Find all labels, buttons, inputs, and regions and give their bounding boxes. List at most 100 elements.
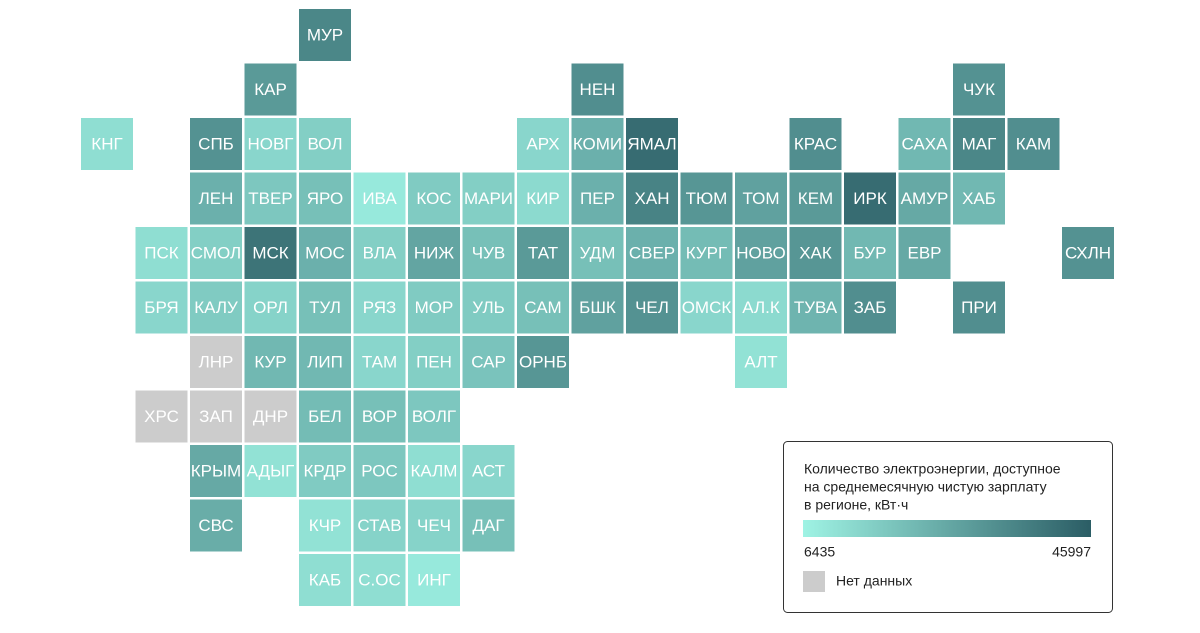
region-tile — [244, 172, 297, 225]
region-tile — [462, 445, 515, 497]
region-tile — [953, 118, 1005, 170]
region-label: ХАК — [799, 243, 832, 262]
region-label: ВЛА — [363, 243, 397, 262]
region-tile — [462, 336, 515, 388]
scale-min: 6435 — [804, 544, 835, 560]
region-tile — [789, 118, 842, 170]
region-tile — [844, 172, 896, 225]
region-tile — [244, 63, 297, 116]
region-label: НОВГ — [247, 134, 293, 153]
region-tile — [244, 118, 297, 170]
region-tile — [571, 118, 624, 170]
legend-title: в регионе, кВт·ч — [804, 497, 908, 513]
region-label: КАБ — [309, 570, 341, 589]
legend-title: Количество электроэнергии, доступное — [804, 461, 1061, 477]
region-label: АРХ — [526, 134, 559, 153]
region-tile — [517, 118, 569, 170]
region-tile — [299, 9, 351, 61]
region-label: МАГ — [962, 134, 997, 153]
region-label: КЕМ — [798, 189, 833, 208]
region-tile — [299, 554, 351, 606]
region-label: ЗАП — [199, 407, 233, 426]
color-scale — [803, 520, 1091, 537]
region-tile — [571, 63, 624, 116]
region-tile — [408, 227, 460, 279]
region-tile — [244, 390, 297, 443]
region-label: НЕН — [580, 80, 616, 99]
region-tile — [190, 172, 242, 225]
region-label: ИНГ — [417, 570, 451, 589]
region-tile — [517, 336, 569, 388]
region-label: ОРНБ — [519, 352, 567, 371]
region-label: МУР — [307, 25, 343, 44]
region-tile — [462, 227, 515, 279]
region-tile — [190, 445, 242, 497]
region-tile — [626, 281, 678, 334]
region-label: ЧЕЛ — [635, 298, 669, 317]
region-label: САМ — [524, 298, 561, 317]
region-label: БЕЛ — [308, 407, 342, 426]
region-tile — [190, 118, 242, 170]
region-label: СХЛН — [1065, 243, 1111, 262]
region-tile — [898, 227, 951, 279]
region-label: ТУВА — [794, 298, 838, 317]
region-label: ТАТ — [528, 243, 558, 262]
region-label: ТЮМ — [686, 189, 728, 208]
region-label: МАРИ — [464, 189, 513, 208]
region-tile — [299, 499, 351, 552]
region-label: ВОЛ — [308, 134, 343, 153]
region-label: КЧР — [309, 516, 342, 535]
region-label: АДЫГ — [247, 461, 295, 480]
region-label: МОС — [305, 243, 345, 262]
region-tile — [680, 281, 733, 334]
region-tile — [190, 499, 242, 552]
region-label: РОС — [361, 461, 397, 480]
region-label: СТАВ — [357, 516, 401, 535]
no-data-label: Нет данных — [836, 573, 912, 589]
region-label: УДМ — [580, 243, 616, 262]
region-label: ТВЕР — [248, 189, 292, 208]
region-tile — [299, 172, 351, 225]
region-tile — [789, 172, 842, 225]
tiles: МУР КАР НЕН ЧУК КНГ СПБ НОВГ ВОЛ АРХ КОМИ ЯМАЛ КРАС… — [81, 9, 1114, 606]
region-label: ПЕР — [580, 189, 615, 208]
region-label: КРАС — [794, 134, 837, 153]
region-label: ЧЕЧ — [417, 516, 451, 535]
region-label: ИРК — [853, 189, 887, 208]
region-tile — [408, 336, 460, 388]
region-label: С.ОС — [358, 570, 401, 589]
region-tile — [898, 118, 951, 170]
region-label: БШК — [579, 298, 616, 317]
region-label: АМУР — [901, 189, 949, 208]
region-tile — [244, 281, 297, 334]
region-label: ЛИП — [307, 352, 343, 371]
region-label: ЛНР — [199, 352, 234, 371]
region-tile — [1007, 118, 1060, 170]
region-tile — [353, 281, 406, 334]
region-tile — [408, 281, 460, 334]
region-tile — [190, 281, 242, 334]
region-tile — [353, 390, 406, 443]
region-label: УЛЬ — [472, 298, 505, 317]
region-label: МСК — [252, 243, 288, 262]
region-label: ЕВР — [907, 243, 941, 262]
region-tile — [844, 281, 896, 334]
region-tile — [571, 227, 624, 279]
region-label: КАЛМ — [411, 461, 458, 480]
region-label: КНГ — [91, 134, 122, 153]
region-label: ХРС — [144, 407, 179, 426]
region-tile — [244, 227, 297, 279]
region-label: НОВО — [736, 243, 786, 262]
legend-title: на среднемесячную чистую зарплату — [804, 479, 1047, 495]
region-label: АЛТ — [744, 352, 777, 371]
region-label: СПБ — [198, 134, 234, 153]
region-label: КУРГ — [686, 243, 727, 262]
region-tile — [517, 281, 569, 334]
region-tile — [353, 336, 406, 388]
region-label: КОМИ — [573, 134, 622, 153]
region-tile — [299, 336, 351, 388]
no-data-swatch — [803, 571, 825, 592]
region-tile — [408, 445, 460, 497]
region-tile — [789, 227, 842, 279]
region-tile — [462, 172, 515, 225]
